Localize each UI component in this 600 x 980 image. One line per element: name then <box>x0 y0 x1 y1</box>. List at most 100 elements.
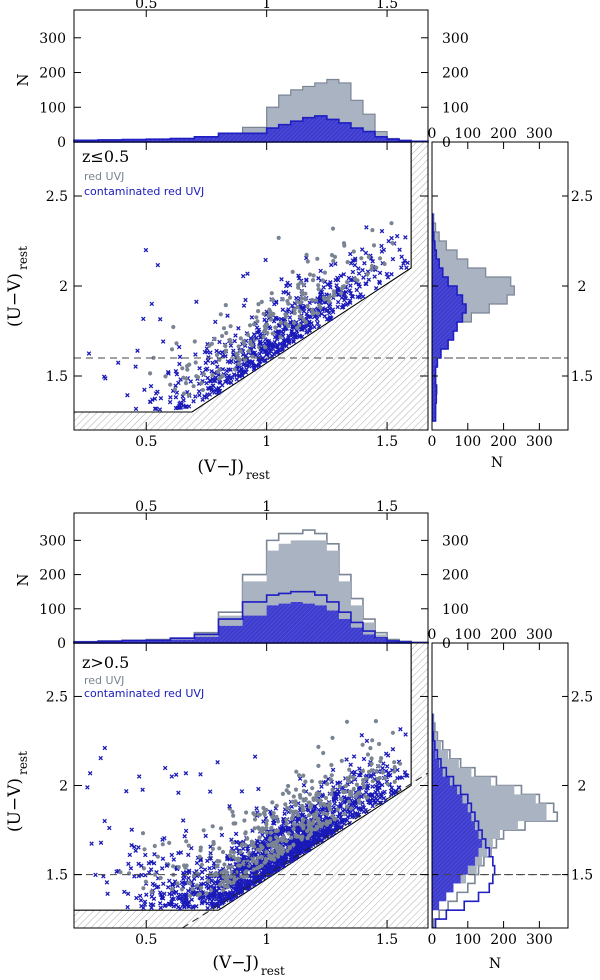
red-uvj-point <box>297 309 302 314</box>
red-uvj-point <box>187 893 192 899</box>
bottom-panel-hist-ylabel: N <box>14 573 32 586</box>
contaminated-point <box>349 293 355 299</box>
hist-y-tick-label: 0 <box>57 135 66 151</box>
red-uvj-point <box>373 719 378 724</box>
red-uvj-point <box>181 391 187 396</box>
red-uvj-point <box>377 256 383 261</box>
contaminated-point <box>165 885 171 890</box>
contaminated-point <box>243 353 249 358</box>
red-uvj-point <box>301 826 306 831</box>
red-uvj-point <box>364 795 370 800</box>
contaminated-point <box>275 344 281 350</box>
red-uvj-point <box>201 828 206 833</box>
contaminated-point <box>312 803 318 809</box>
contaminated-point <box>316 276 321 281</box>
red-uvj-point <box>345 260 350 265</box>
red-uvj-point <box>310 297 315 303</box>
red-uvj-point <box>284 788 289 793</box>
contaminated-point <box>232 869 237 875</box>
red-uvj-point <box>280 791 285 797</box>
red-uvj-point <box>271 815 276 820</box>
contaminated-point <box>328 280 333 285</box>
red-uvj-point <box>255 866 260 871</box>
red-uvj-point <box>230 809 235 815</box>
red-uvj-point <box>332 254 338 259</box>
contaminated-point <box>255 330 260 335</box>
contaminated-point <box>401 261 406 266</box>
bottom-panel-ylabel: (U−V) <box>5 778 25 832</box>
contaminated-point <box>126 861 131 867</box>
contaminated-point <box>205 875 210 880</box>
red-uvj-point <box>382 261 387 267</box>
red-uvj-point <box>274 803 279 808</box>
red-uvj-point <box>229 864 234 869</box>
contaminated-point <box>115 360 121 365</box>
red-uvj-point <box>215 872 220 878</box>
top-panel-ylabel-sub-wrap: rest <box>16 246 30 270</box>
y-tick-label: 2 <box>59 279 68 295</box>
contaminated-point <box>404 265 409 271</box>
contaminated-point <box>249 315 255 320</box>
contaminated-point <box>185 888 191 894</box>
contaminated-point <box>396 785 402 791</box>
contaminated-point <box>368 774 373 779</box>
contaminated-point <box>196 389 202 394</box>
contaminated-point <box>186 875 191 881</box>
contaminated-point <box>143 852 148 858</box>
red-uvj-point <box>349 806 354 811</box>
red-uvj-point <box>199 862 204 867</box>
contaminated-point <box>380 790 386 796</box>
red-uvj-point <box>158 875 163 881</box>
red-uvj-point <box>259 863 264 868</box>
contaminated-point <box>174 372 180 377</box>
bottom-panel-ylabel-sub: rest <box>16 751 30 775</box>
contaminated-point <box>276 323 282 329</box>
red-uvj-point <box>223 343 228 349</box>
contaminated-point <box>176 380 181 386</box>
contaminated-point <box>226 367 231 372</box>
contaminated-point <box>290 338 296 343</box>
contaminated-point <box>333 277 338 283</box>
red-uvj-point <box>231 813 236 818</box>
contaminated-point <box>356 271 362 276</box>
red-uvj-point <box>283 321 288 326</box>
red-uvj-point <box>377 741 382 747</box>
contaminated-point <box>360 267 365 273</box>
contaminated-point <box>301 782 307 788</box>
contaminated-point <box>122 889 127 895</box>
contaminated-point <box>220 367 226 372</box>
contaminated-point <box>292 848 297 853</box>
hist-y-tick-label: 100 <box>39 100 66 116</box>
red-uvj-point <box>183 381 189 386</box>
contaminated-point <box>342 297 347 303</box>
red-uvj-point <box>264 822 269 827</box>
contaminated-point <box>244 367 249 372</box>
contaminated-point <box>213 319 218 325</box>
red-uvj-point <box>278 837 283 842</box>
hist-y-tick-label-right: 100 <box>442 602 469 618</box>
contaminated-point <box>85 785 90 790</box>
red-uvj-point <box>296 834 301 839</box>
contaminated-point <box>139 863 144 868</box>
contaminated-point <box>199 901 205 906</box>
red-uvj-point <box>262 860 267 865</box>
contaminated-point <box>276 858 281 863</box>
red-uvj-point <box>252 826 257 831</box>
red-uvj-point <box>366 769 372 775</box>
contaminated-point <box>244 881 250 886</box>
contaminated-point <box>372 800 377 805</box>
contaminated-point <box>362 260 367 266</box>
contaminated-point <box>296 851 301 856</box>
red-uvj-point <box>233 821 238 826</box>
red-uvj-point <box>223 871 228 876</box>
rhist-x-tick-label-top: 200 <box>490 126 517 142</box>
red-uvj-point <box>248 339 253 345</box>
contaminated-point <box>173 368 179 374</box>
red-uvj-point <box>351 775 356 781</box>
red-uvj-point <box>191 384 196 389</box>
rhist-contaminated <box>432 213 467 422</box>
contaminated-point <box>324 317 330 322</box>
red-uvj-point <box>276 235 281 240</box>
red-uvj-point <box>199 885 204 891</box>
contaminated-point <box>258 341 263 347</box>
